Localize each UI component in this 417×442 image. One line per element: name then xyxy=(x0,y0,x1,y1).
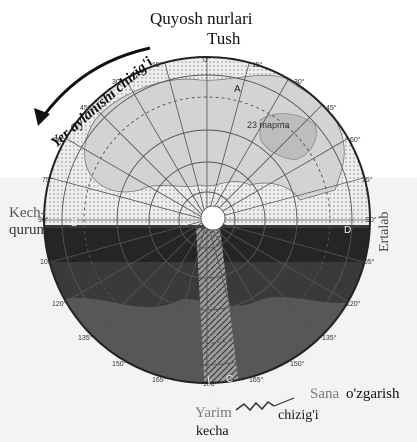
meridian-label: 0° xyxy=(203,56,210,64)
evening-label-line1: Kech- xyxy=(9,205,46,221)
point-letter-b: B xyxy=(71,218,78,229)
meridian-label: 75° xyxy=(42,176,53,184)
point-letter-d: D xyxy=(344,225,351,236)
landmass-north xyxy=(84,74,345,201)
pole-cap xyxy=(200,205,226,231)
morning-label: Ertalab xyxy=(377,211,392,252)
meridian-label: 120° xyxy=(346,300,361,308)
circle-label: 23 mapma xyxy=(247,120,290,130)
meridian-label: 90° xyxy=(366,216,377,224)
meridian-label: 165° xyxy=(152,376,167,384)
date-line-label-word1: Sana xyxy=(310,386,340,402)
meridian-label: 45° xyxy=(326,104,337,112)
meridian-label: 15° xyxy=(252,61,263,69)
meridian-label: 135° xyxy=(78,334,93,342)
midnight-label-line1: Yarim xyxy=(195,405,232,421)
meridian-label: 150° xyxy=(290,360,305,368)
date-line-pointer xyxy=(273,397,295,407)
rotation-arrow-shaft xyxy=(40,46,151,119)
globe-outline xyxy=(43,56,371,384)
meridian-label: 60° xyxy=(54,136,65,144)
date-line-label-word2: o'zgarish xyxy=(346,386,400,402)
rotation-arrow-head xyxy=(34,108,50,126)
point-letter-c: C xyxy=(226,374,233,385)
meridian-label: 165° xyxy=(249,376,264,384)
date-line-squiggle xyxy=(235,401,275,412)
meridian-label: 105° xyxy=(40,258,55,266)
midnight-pointer xyxy=(207,375,213,405)
globe-disk xyxy=(44,57,370,383)
meridian-label: 60° xyxy=(350,136,361,144)
date-line-label-word3: chizig'i xyxy=(278,408,319,423)
meridian-label: 105° xyxy=(360,258,375,266)
meridian-label: 30° xyxy=(294,78,305,86)
evening-label-line2: qurun xyxy=(9,222,44,238)
meridian-label: 15° xyxy=(152,61,163,69)
meridian-label: 150° xyxy=(112,360,127,368)
meridian-label: 180° xyxy=(203,380,218,388)
point-letter-group: A B D C xyxy=(71,84,351,385)
meridian-label-group: 0° 15° 30° 45° 60° 75° 90° 105° 120° 135… xyxy=(38,56,377,388)
meridian-label: 45° xyxy=(80,104,91,112)
point-letter-a: A xyxy=(234,84,241,95)
midnight-label-line2: kecha xyxy=(196,424,229,439)
meridian-label: 30° xyxy=(112,78,123,86)
sun-rays-label: Quyosh nurlari xyxy=(150,9,253,28)
meridian-label: 120° xyxy=(52,300,67,308)
noon-label: Tush xyxy=(207,29,241,48)
meridian-label: 135° xyxy=(322,334,337,342)
meridian-lines xyxy=(44,57,370,383)
meridian-label: 90° xyxy=(38,216,49,224)
meridian-label: 75° xyxy=(362,176,373,184)
